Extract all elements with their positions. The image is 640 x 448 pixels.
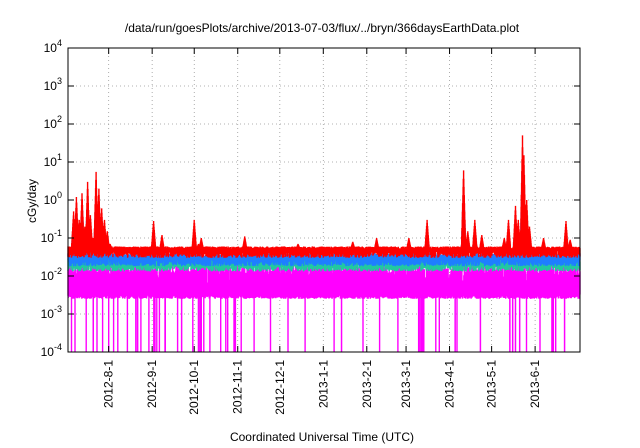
series-line <box>67 264 581 352</box>
y-tick-label: 10-2 <box>41 266 62 283</box>
series-layer <box>67 135 581 352</box>
x-tick-label: 2013-6-1 <box>528 360 542 408</box>
y-tick-label: 101 <box>44 152 62 169</box>
y-tick-label: 10-4 <box>41 342 62 359</box>
x-tick-label: 2012-10-1 <box>187 360 201 415</box>
x-tick-label: 2013-5-1 <box>485 360 499 408</box>
ticks: 10-4 10-3 10-2 10-1 100 101 102 103 104 2012-8-1 2… <box>41 38 580 415</box>
x-tick-label: 2012-9-1 <box>145 360 159 408</box>
x-tick-label: 2013-2-1 <box>360 360 374 408</box>
y-tick-label: 10-1 <box>41 228 62 245</box>
x-tick-label: 2012-12-1 <box>273 360 287 415</box>
y-tick-label: 100 <box>44 190 62 207</box>
x-tick-label: 2012-8-1 <box>102 360 116 408</box>
grid-lines <box>68 48 580 352</box>
y-tick-label: 102 <box>44 114 62 131</box>
y-tick-label: 104 <box>44 38 62 55</box>
y-tick-label: 10-3 <box>41 304 62 321</box>
y-axis-label: cGy/day <box>25 179 39 223</box>
x-axis-label: Coordinated Universal Time (UTC) <box>230 430 414 444</box>
series-line <box>67 135 581 258</box>
magenta-dropouts <box>92 295 566 352</box>
x-tick-label: 2013-4-1 <box>443 360 457 408</box>
chart-title: /data/run/goesPlots/archive/2013-07-03/f… <box>125 21 520 35</box>
x-tick-label: 2013-3-1 <box>399 360 413 408</box>
x-tick-label: 2013-1-1 <box>316 360 330 408</box>
y-tick-label: 103 <box>44 76 62 93</box>
x-tick-label: 2012-11-1 <box>231 360 245 414</box>
